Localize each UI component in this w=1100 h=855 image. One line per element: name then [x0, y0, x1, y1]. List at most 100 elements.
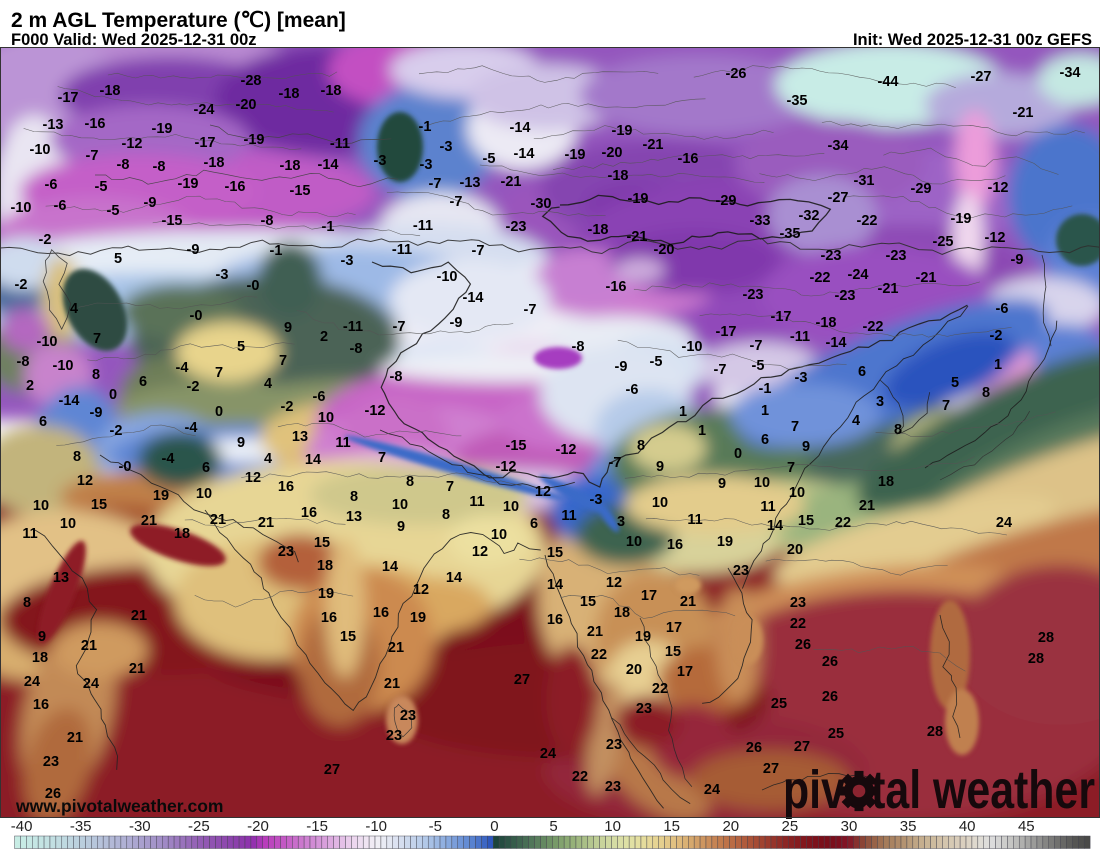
svg-text:-15: -15 [306, 818, 328, 835]
svg-text:-14: -14 [59, 393, 80, 409]
svg-text:12: 12 [77, 473, 93, 489]
svg-text:-12: -12 [985, 230, 1006, 246]
svg-text:-18: -18 [100, 83, 121, 99]
svg-text:15: 15 [340, 629, 356, 645]
svg-text:21: 21 [859, 498, 875, 514]
svg-text:26: 26 [822, 689, 838, 705]
svg-text:7: 7 [942, 398, 950, 414]
svg-text:-10: -10 [682, 339, 703, 355]
svg-text:25: 25 [771, 696, 787, 712]
svg-text:-8: -8 [117, 157, 130, 173]
svg-text:19: 19 [635, 629, 651, 645]
svg-text:35: 35 [900, 818, 917, 835]
svg-text:10: 10 [604, 818, 621, 835]
svg-text:-6: -6 [996, 301, 1009, 317]
svg-text:-26: -26 [726, 66, 747, 82]
svg-text:11: 11 [469, 494, 484, 510]
svg-text:-13: -13 [43, 117, 64, 133]
svg-text:19: 19 [318, 586, 334, 602]
svg-text:10: 10 [491, 527, 507, 543]
svg-text:9: 9 [237, 435, 245, 451]
svg-text:6: 6 [530, 516, 538, 532]
svg-text:-15: -15 [506, 438, 527, 454]
svg-text:13: 13 [53, 570, 69, 586]
svg-text:15: 15 [547, 545, 563, 561]
svg-text:-3: -3 [440, 139, 453, 155]
svg-text:-12: -12 [365, 403, 386, 419]
svg-text:-9: -9 [90, 405, 103, 421]
svg-text:-9: -9 [1011, 252, 1024, 268]
svg-text:-12: -12 [556, 442, 577, 458]
svg-text:27: 27 [324, 762, 340, 778]
svg-text:-0: -0 [190, 308, 203, 324]
svg-text:16: 16 [547, 612, 563, 628]
svg-text:23: 23 [790, 595, 806, 611]
svg-text:18: 18 [174, 526, 190, 542]
svg-text:40: 40 [959, 818, 976, 835]
svg-text:-8: -8 [153, 159, 166, 175]
svg-text:20: 20 [626, 662, 642, 678]
svg-text:-7: -7 [714, 362, 727, 378]
svg-text:-8: -8 [572, 339, 585, 355]
svg-text:6: 6 [139, 374, 147, 390]
svg-text:15: 15 [665, 644, 681, 660]
svg-text:11: 11 [561, 508, 576, 524]
svg-text:10: 10 [318, 410, 334, 426]
svg-text:17: 17 [677, 664, 693, 680]
svg-text:-20: -20 [247, 818, 269, 835]
svg-text:-35: -35 [70, 818, 92, 835]
svg-text:8: 8 [982, 385, 990, 401]
svg-text:6: 6 [39, 414, 47, 430]
svg-text:-18: -18 [280, 158, 301, 174]
svg-text:-5: -5 [107, 203, 120, 219]
svg-text:5: 5 [114, 251, 122, 267]
svg-text:-5: -5 [752, 358, 765, 374]
svg-text:1: 1 [698, 423, 706, 439]
svg-text:6: 6 [858, 364, 866, 380]
svg-text:-11: -11 [790, 329, 810, 345]
svg-text:-1: -1 [419, 119, 432, 135]
svg-text:-7: -7 [393, 319, 406, 335]
svg-text:16: 16 [373, 605, 389, 621]
svg-text:23: 23 [278, 544, 294, 560]
svg-text:4: 4 [852, 413, 860, 429]
svg-text:pivotal weather: pivotal weather [783, 760, 1095, 820]
svg-text:-35: -35 [780, 226, 801, 242]
svg-text:14: 14 [305, 452, 321, 468]
svg-text:12: 12 [472, 544, 488, 560]
svg-text:7: 7 [791, 419, 799, 435]
svg-text:24: 24 [704, 782, 720, 798]
svg-text:-17: -17 [58, 90, 79, 106]
svg-text:-21: -21 [627, 229, 648, 245]
svg-text:-1: -1 [322, 219, 335, 235]
svg-text:-3: -3 [216, 267, 229, 283]
svg-text:3: 3 [617, 514, 625, 530]
svg-text:-14: -14 [514, 146, 535, 162]
svg-text:18: 18 [317, 558, 333, 574]
svg-text:12: 12 [245, 470, 261, 486]
svg-text:24: 24 [83, 676, 99, 692]
svg-text:2 m AGL Temperature (℃) [mean]: 2 m AGL Temperature (℃) [mean] [11, 9, 346, 32]
svg-text:23: 23 [400, 708, 416, 724]
svg-text:25: 25 [782, 818, 799, 835]
svg-text:-21: -21 [501, 174, 522, 190]
svg-text:-7: -7 [524, 302, 537, 318]
svg-text:-19: -19 [951, 211, 972, 227]
svg-text:-12: -12 [988, 180, 1009, 196]
svg-text:-5: -5 [429, 818, 442, 835]
svg-text:-11: -11 [392, 242, 412, 258]
svg-text:10: 10 [33, 498, 49, 514]
svg-text:45: 45 [1018, 818, 1035, 835]
svg-text:17: 17 [641, 588, 657, 604]
svg-text:-4: -4 [185, 420, 198, 436]
svg-text:-9: -9 [450, 315, 463, 331]
svg-text:21: 21 [384, 676, 400, 692]
svg-text:-11: -11 [330, 136, 350, 152]
svg-text:-21: -21 [1013, 105, 1034, 121]
svg-text:-16: -16 [85, 116, 106, 132]
svg-text:26: 26 [746, 740, 762, 756]
svg-text:21: 21 [388, 640, 404, 656]
svg-text:-2: -2 [15, 277, 28, 293]
svg-text:-18: -18 [608, 168, 629, 184]
svg-text:Init: Wed 2025-12-31 00z GEFS: Init: Wed 2025-12-31 00z GEFS [853, 31, 1092, 49]
